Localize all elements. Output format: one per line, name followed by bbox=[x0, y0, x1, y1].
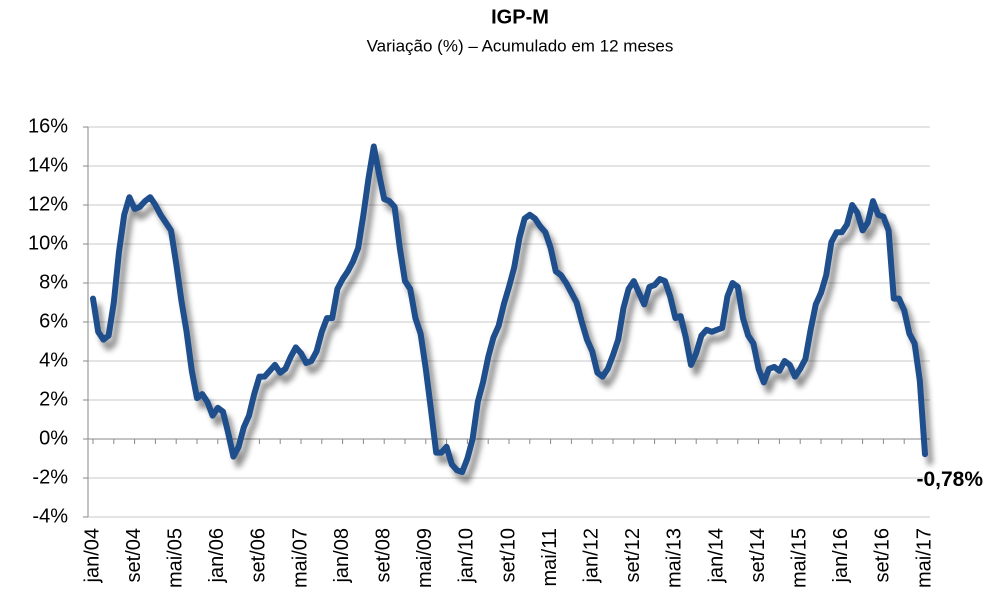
y-tick-label: 4% bbox=[39, 349, 68, 371]
x-tick-label: set/06 bbox=[248, 528, 270, 582]
y-tick-label: 12% bbox=[28, 193, 68, 215]
x-tick-label: set/12 bbox=[622, 528, 644, 582]
x-tick-label: jan/08 bbox=[331, 528, 353, 584]
x-tick-label: jan/06 bbox=[206, 528, 228, 584]
y-tick-label: 2% bbox=[39, 388, 68, 410]
y-tick-label: -2% bbox=[32, 466, 68, 488]
y-tick-label: 6% bbox=[39, 310, 68, 332]
x-tick-label: set/14 bbox=[747, 528, 769, 582]
x-tick-label: set/10 bbox=[497, 528, 519, 582]
x-tick-label: jan/04 bbox=[81, 528, 103, 584]
x-tick-label: mai/17 bbox=[913, 528, 935, 588]
y-tick-label: 16% bbox=[28, 115, 68, 137]
x-tick-label: set/04 bbox=[123, 528, 145, 582]
x-tick-label: jan/16 bbox=[830, 528, 852, 584]
x-tick-label: set/16 bbox=[872, 528, 894, 582]
chart-subtitle: Variação (%) – Acumulado em 12 meses bbox=[367, 36, 674, 55]
chart-title: IGP-M bbox=[491, 6, 549, 28]
data-label: -0,78% bbox=[916, 468, 983, 491]
series-line bbox=[90, 143, 928, 476]
x-tick-label: set/08 bbox=[372, 528, 394, 582]
x-tick-label: mai/05 bbox=[164, 528, 186, 588]
y-tick-label: 14% bbox=[28, 154, 68, 176]
x-tick-label: mai/11 bbox=[539, 528, 561, 587]
y-tick-label: 10% bbox=[28, 232, 68, 254]
x-tick-label: mai/15 bbox=[788, 528, 810, 588]
x-tick-label: jan/12 bbox=[580, 528, 602, 584]
x-tick-label: jan/10 bbox=[456, 528, 478, 584]
x-tick-label: jan/14 bbox=[705, 528, 727, 584]
x-tick-label: mai/13 bbox=[664, 528, 686, 588]
y-tick-label: -4% bbox=[32, 505, 68, 527]
x-tick-label: mai/07 bbox=[289, 528, 311, 588]
y-tick-label: 8% bbox=[39, 271, 68, 293]
x-tick-label: mai/09 bbox=[414, 528, 436, 588]
y-tick-label: 0% bbox=[39, 427, 68, 449]
